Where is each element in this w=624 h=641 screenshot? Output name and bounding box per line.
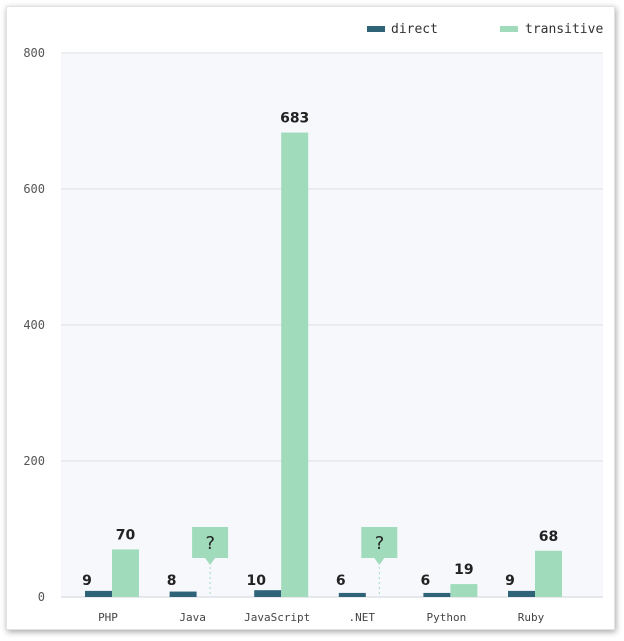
legend-swatch: [367, 26, 385, 32]
y-tick-label: 400: [23, 318, 45, 332]
bar-chart: 0 200 400 600 800 9 70 8? 10 683 6? 6 19 9 68 PHP Java…: [23, 22, 603, 624]
chart-frame: 0 200 400 600 800 9 70 8? 10 683 6? 6 19 9 68 PHP Java…: [6, 6, 615, 630]
direct-bar: [85, 590, 112, 597]
unknown-value-label: ?: [374, 533, 385, 554]
category-label: .NET: [349, 611, 376, 624]
category-label: Java: [179, 611, 206, 624]
y-tick-label: 0: [38, 590, 45, 604]
legend: direct transitive: [367, 22, 603, 37]
unknown-bubble: [361, 527, 398, 558]
transitive-bar: [112, 549, 139, 597]
direct-value-label: 6: [421, 573, 431, 589]
category-label: Python: [427, 611, 467, 624]
transitive-bar: [281, 132, 309, 597]
direct-value-label: 10: [246, 573, 266, 589]
legend-item-direct: direct: [367, 22, 438, 37]
transitive-unknown-marker: ?: [192, 527, 229, 565]
category-label: PHP: [98, 611, 118, 624]
x-axis: PHP Java JavaScript .NET Python Ruby: [98, 611, 545, 624]
unknown-bubble-pointer: [205, 558, 216, 565]
transitive-bar: [535, 550, 562, 597]
category-label: Ruby: [518, 611, 545, 624]
direct-bar: [423, 592, 451, 597]
direct-bar: [508, 590, 535, 597]
category-label: JavaScript: [244, 611, 310, 624]
unknown-bubble-pointer: [374, 558, 385, 565]
direct-value-label: 9: [82, 573, 92, 589]
unknown-bubble: [192, 527, 229, 558]
direct-value-label: 6: [336, 573, 346, 589]
legend-label: transitive: [525, 22, 603, 37]
y-axis: 0 200 400 600 800: [23, 46, 45, 604]
transitive-value-label: 19: [454, 562, 473, 578]
direct-bar: [169, 591, 197, 597]
direct-bar: [254, 590, 282, 597]
legend-item-transitive: transitive: [500, 22, 603, 37]
direct-value-label: 8: [167, 573, 177, 589]
bars: 9 70 8? 10 683 6? 6 19 9 68: [82, 111, 562, 597]
direct-bar: [338, 592, 366, 597]
transitive-value-label: 70: [116, 527, 136, 543]
legend-label: direct: [391, 22, 438, 37]
legend-swatch: [500, 26, 518, 32]
transitive-value-label: 683: [280, 111, 309, 127]
y-tick-label: 200: [23, 454, 45, 468]
transitive-bar: [450, 584, 478, 597]
y-tick-label: 600: [23, 182, 45, 196]
y-tick-label: 800: [23, 46, 45, 60]
direct-value-label: 9: [505, 573, 515, 589]
unknown-value-label: ?: [205, 533, 216, 554]
transitive-value-label: 68: [539, 529, 558, 545]
transitive-unknown-marker: ?: [361, 527, 398, 565]
